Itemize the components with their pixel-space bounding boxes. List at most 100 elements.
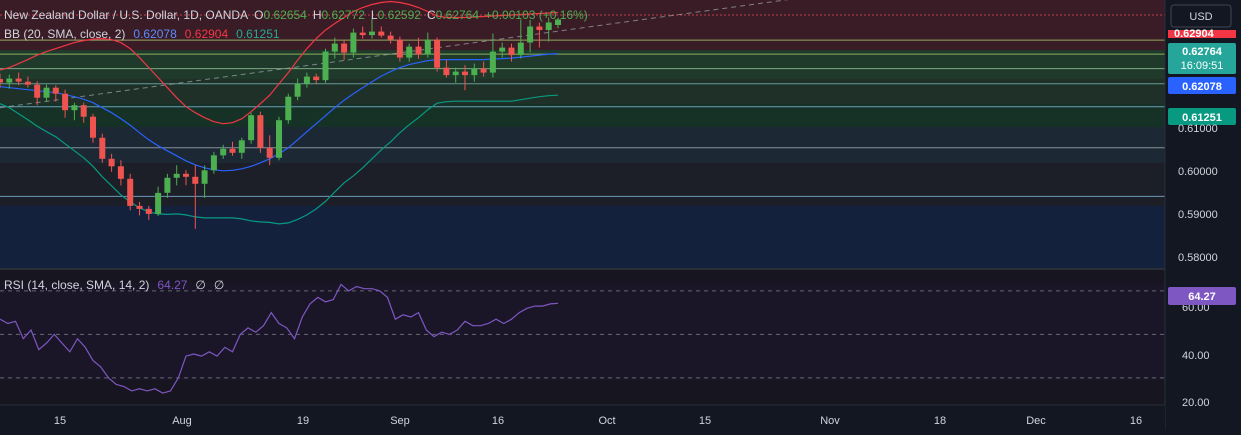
open-label: O (254, 8, 263, 22)
candle (517, 19, 524, 59)
candle-body (508, 47, 515, 56)
trend-line-path (0, 0, 789, 109)
last-price-value: 0.62764 (1182, 46, 1223, 58)
candle-body (52, 87, 59, 94)
candle (145, 205, 152, 220)
candle-body (517, 42, 524, 56)
candles-group[interactable] (0, 17, 561, 229)
candle-body (220, 148, 227, 156)
rsi-legend-extra1: ∅ (195, 278, 205, 292)
candle-body (108, 158, 115, 167)
candle (276, 116, 282, 161)
candle (164, 173, 171, 198)
candle-body (99, 137, 106, 159)
candle (378, 26, 385, 38)
candle-body (34, 84, 41, 98)
candle (387, 31, 394, 44)
upper-tag-clip (1168, 38, 1202, 43)
candle-body (127, 178, 134, 206)
candle (173, 165, 180, 186)
usd-button-frame[interactable] (1170, 4, 1232, 28)
rsi-level-lines (0, 290, 1165, 379)
candle-body (489, 51, 496, 73)
rsi-value-tag-text: 64.27 (1188, 291, 1216, 303)
rsi-line-group (0, 283, 559, 394)
usd-button[interactable]: USD (1170, 4, 1232, 28)
candle (480, 61, 487, 77)
time-label-sep: Sep (390, 415, 410, 427)
candle-body (303, 76, 310, 84)
candle (313, 73, 320, 84)
candle (52, 85, 59, 102)
candle-body (369, 31, 375, 36)
candle-body (192, 176, 199, 184)
candle (443, 60, 450, 78)
candle-body (43, 87, 50, 98)
candle (62, 89, 69, 118)
bb-basis-value: 0.62078 (133, 27, 177, 41)
time-label-15b: 15 (699, 415, 711, 427)
bb-basis-tag (1168, 77, 1236, 94)
candle-body (359, 32, 366, 36)
high-value: 0.62772 (322, 8, 366, 22)
rsi-label[interactable]: RSI (14, close, SMA, 14, 2) (4, 278, 149, 292)
candle-body (6, 78, 13, 83)
bb-lower-tag (1168, 108, 1236, 125)
rsi-band (0, 283, 1165, 380)
candle-body (313, 76, 320, 81)
candle (15, 72, 22, 86)
candle (238, 137, 245, 159)
close-label: C (427, 8, 436, 22)
trend-line[interactable] (0, 0, 884, 109)
time-label-18: 18 (934, 415, 946, 427)
candle-body (452, 71, 459, 76)
candle (248, 112, 255, 144)
price-tick-4: 0.58000 (1178, 252, 1218, 264)
time-axis[interactable] (0, 405, 1165, 430)
candle-body (350, 32, 357, 53)
candle (229, 141, 236, 156)
candle (6, 74, 13, 89)
candle (359, 26, 366, 39)
candle-body (499, 47, 506, 52)
upper-tag-text: 0.62904 (1174, 28, 1215, 40)
rsi-legend-line[interactable]: RSI (14, close, SMA, 14, 2) 64.27 ∅ ∅ (4, 278, 224, 292)
candle (294, 78, 301, 101)
price-tag-upper-partial (1168, 30, 1236, 38)
candle-body (396, 39, 403, 58)
rsi-line (0, 283, 559, 394)
low-label: L (371, 8, 378, 22)
rsi-value-tag (1168, 287, 1236, 305)
candle-body (0, 79, 3, 83)
open-value: 0.62654 (263, 8, 307, 22)
bb-legend-line[interactable]: BB (20, SMA, close, 2) 0.62078 0.62904 0.61… (4, 27, 280, 41)
symbol-legend[interactable]: New Zealand Dollar / U.S. Dollar, 1D, OA… (4, 8, 588, 22)
rsi-legend[interactable]: RSI (14, close, SMA, 14, 2) 64.27 ∅ ∅ (4, 278, 224, 292)
candle (350, 28, 357, 58)
candle (424, 32, 431, 58)
candle (192, 165, 199, 229)
candle (99, 133, 106, 163)
candle (210, 151, 217, 174)
candle-body (406, 46, 413, 58)
header-line[interactable]: New Zealand Dollar / U.S. Dollar, 1D, OA… (4, 8, 588, 22)
symbol-title[interactable]: New Zealand Dollar / U.S. Dollar, 1D, OA… (4, 8, 248, 22)
candle (499, 42, 506, 58)
time-axis-labels: 15 Aug 19 Sep 16 Oct 15 Nov 18 Dec 16 (54, 415, 1142, 427)
candle (90, 113, 96, 143)
candle-body (183, 173, 189, 177)
candle-body (229, 148, 236, 153)
usd-button-label[interactable]: USD (1189, 11, 1212, 23)
high-label: H (313, 8, 322, 22)
bb-basis-tag-value: 0.62078 (1182, 81, 1222, 93)
candle-body (15, 78, 22, 82)
candle-body (210, 155, 217, 171)
candle (415, 37, 422, 59)
bb-label[interactable]: BB (20, SMA, close, 2) (4, 27, 125, 41)
candle (71, 102, 78, 121)
bb-legend[interactable]: BB (20, SMA, close, 2) 0.62078 0.62904 0.61… (4, 27, 280, 41)
candle-body (527, 26, 534, 43)
candle (527, 20, 534, 53)
rsi-legend-value: 64.27 (157, 278, 187, 292)
